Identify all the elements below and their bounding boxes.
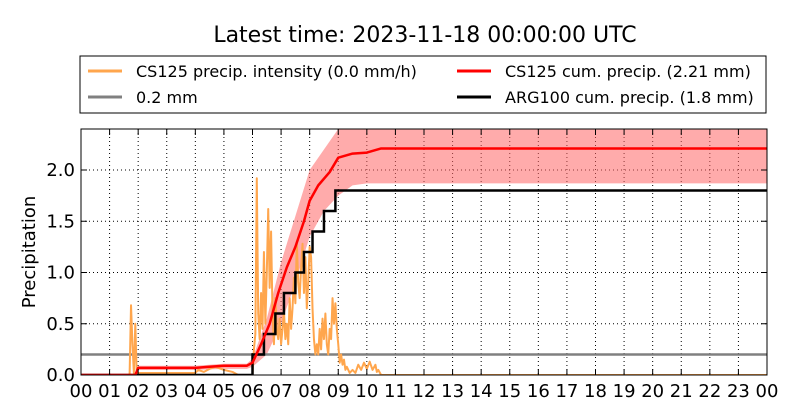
legend-box xyxy=(79,55,767,114)
y-tick-label: 1.5 xyxy=(46,211,75,232)
x-tick-label: 09 xyxy=(327,381,350,402)
x-tick-label: 21 xyxy=(670,381,693,402)
legend-label-intensity: CS125 precip. intensity (0.0 mm/h) xyxy=(136,62,417,81)
x-tick-label: 18 xyxy=(584,381,607,402)
x-tick-label: 03 xyxy=(155,381,178,402)
x-tick-label: 19 xyxy=(613,381,636,402)
y-tick-label: 0.5 xyxy=(46,314,75,335)
x-tick-label: 15 xyxy=(498,381,521,402)
series-cs125-intensity-line xyxy=(81,177,767,375)
legend-label-arg100-cum: ARG100 cum. precip. (1.8 mm) xyxy=(505,88,754,107)
y-tick-label: 2.0 xyxy=(46,160,75,181)
x-tick-label: 05 xyxy=(212,381,235,402)
x-tick-label: 17 xyxy=(555,381,578,402)
x-tick-label: 04 xyxy=(184,381,207,402)
x-tick-label: 10 xyxy=(355,381,378,402)
x-tick-label: 14 xyxy=(470,381,493,402)
x-tick-label: 20 xyxy=(641,381,664,402)
x-tick-label: 00 xyxy=(70,381,93,402)
axis-ticks: 00 01 02 03 04 05 06 07 08 09 10 11 12 13 14 15 16 17 18 19… xyxy=(46,129,778,402)
x-tick-label: 11 xyxy=(384,381,407,402)
x-tick-label: 07 xyxy=(270,381,293,402)
x-tick-label: 02 xyxy=(127,381,150,402)
x-tick-label: 00 xyxy=(756,381,779,402)
x-tick-label: 06 xyxy=(241,381,264,402)
legend-label-cs125-cum: CS125 cum. precip. (2.21 mm) xyxy=(505,62,751,81)
x-tick-label: 22 xyxy=(698,381,721,402)
series-cs125-cum-line xyxy=(81,147,767,375)
y-tick-label: 1.0 xyxy=(46,263,75,284)
x-tick-label: 08 xyxy=(298,381,321,402)
x-tick-label: 16 xyxy=(527,381,550,402)
chart-title: Latest time: 2023-11-18 00:00:00 UTC xyxy=(213,23,636,48)
x-tick-label: 12 xyxy=(413,381,436,402)
plot-area: 00 01 02 03 04 05 06 07 08 09 10 11 12 13 14 15 16 17 18 19… xyxy=(46,128,778,402)
x-tick-label: 01 xyxy=(98,381,121,402)
series-arg100-cum-line xyxy=(81,189,767,375)
series-cs125-cum-band xyxy=(81,129,767,375)
x-tick-label: 23 xyxy=(727,381,750,402)
legend: CS125 precip. intensity (0.0 mm/h) CS125… xyxy=(79,55,767,114)
y-tick-label: 0.0 xyxy=(46,365,75,386)
y-axis-label: Precipitation xyxy=(19,196,40,309)
legend-label-threshold: 0.2 mm xyxy=(136,88,198,107)
data-layer xyxy=(81,129,767,375)
x-tick-label: 13 xyxy=(441,381,464,402)
